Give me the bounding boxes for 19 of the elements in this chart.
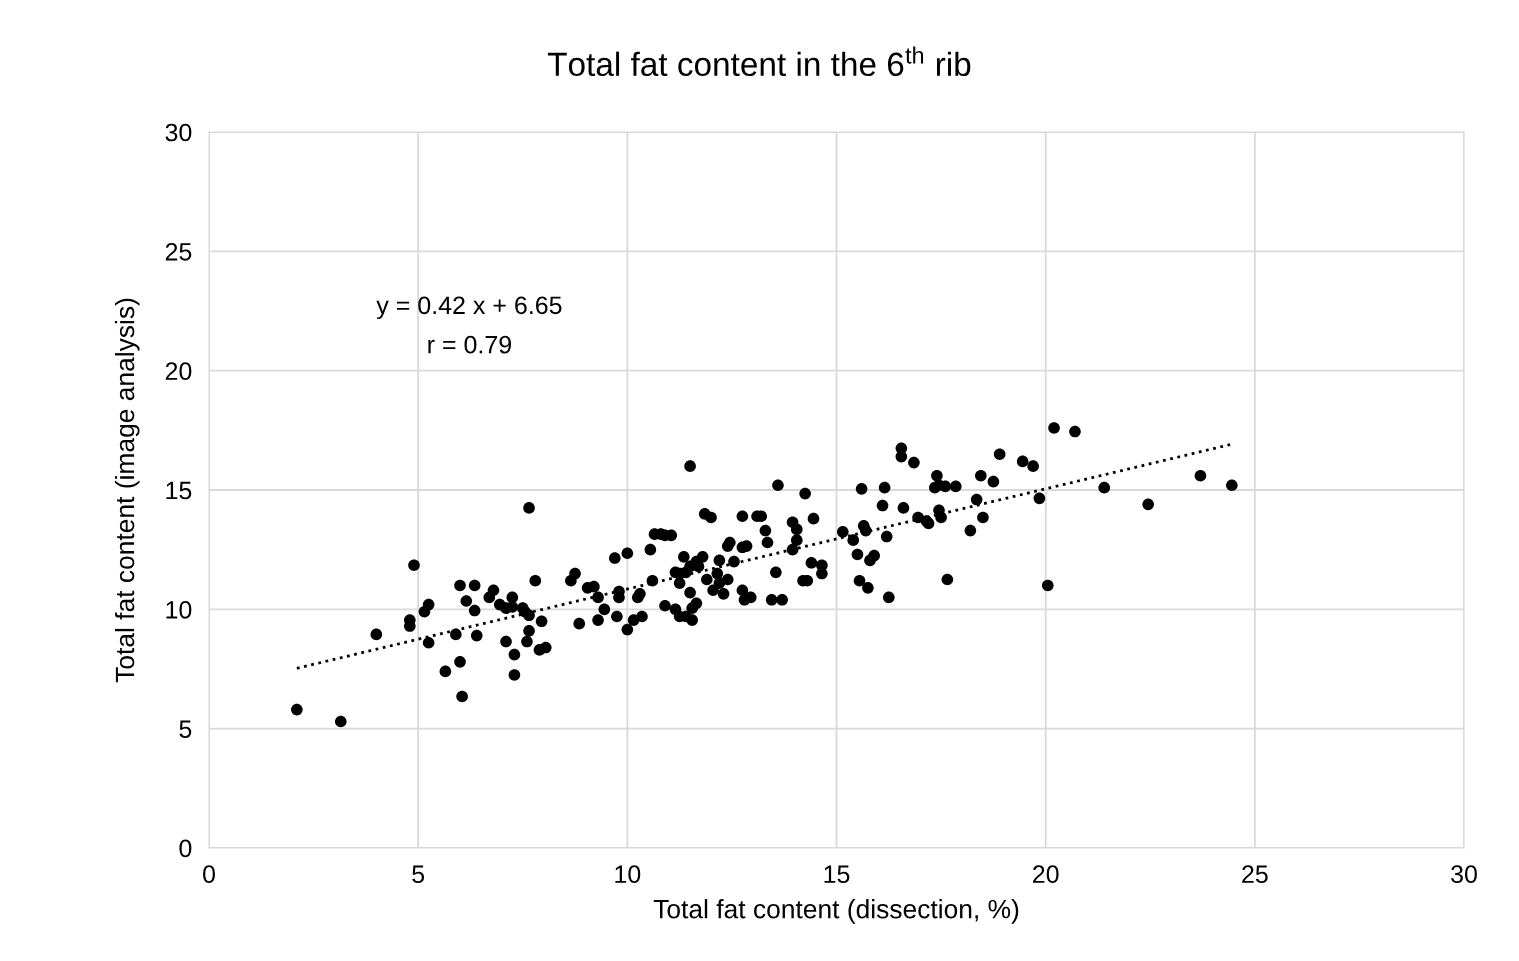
y-tick-label: 0 xyxy=(179,839,192,858)
x-axis-title: Total fat content (dissection, %) xyxy=(653,899,1019,924)
annotation: r = 0.79 xyxy=(428,335,511,354)
y-axis-title: Total fat content (image analysis) xyxy=(114,298,140,683)
y-tick-label: 5 xyxy=(179,720,192,738)
chart-title: Total fat content in the 6$^{th}$ rib xyxy=(547,46,971,77)
y-tick-label: 25 xyxy=(165,242,192,261)
x-tick-label: 15 xyxy=(824,865,850,884)
y-tick-label: 20 xyxy=(165,362,192,380)
annotation: y = 0.42 x + 6.65 xyxy=(376,296,562,320)
x-tick-label: 10 xyxy=(615,865,641,884)
x-tick-label: 20 xyxy=(1033,865,1059,884)
x-tick-label: 30 xyxy=(1451,865,1477,884)
y-tick-label: 30 xyxy=(165,123,192,142)
y-tick-label: 10 xyxy=(166,600,192,619)
x-tick-label: 25 xyxy=(1242,865,1268,884)
y-tick-label: 15 xyxy=(166,481,192,500)
x-tick-label: 5 xyxy=(412,865,425,884)
x-tick-label: 0 xyxy=(203,865,215,884)
